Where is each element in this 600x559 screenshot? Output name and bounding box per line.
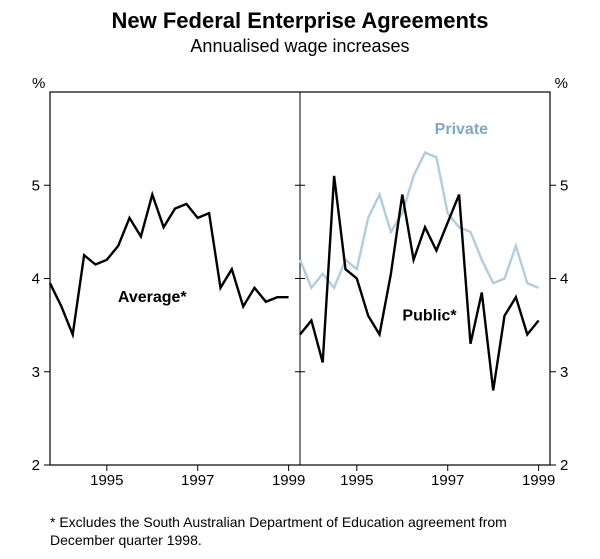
svg-text:4: 4 (560, 271, 568, 288)
svg-text:2: 2 (560, 457, 568, 474)
chart-subtitle: Annualised wage increases (0, 36, 600, 57)
svg-text:Public*: Public* (402, 307, 457, 324)
svg-text:Average*: Average* (118, 289, 188, 306)
plot-area: 22334455%%199519971999Average*1995199719… (50, 72, 550, 489)
svg-text:4: 4 (32, 271, 40, 288)
svg-text:1999: 1999 (522, 472, 555, 489)
svg-text:Private: Private (435, 121, 488, 138)
svg-text:1995: 1995 (340, 472, 373, 489)
svg-text:1995: 1995 (90, 472, 123, 489)
svg-text:%: % (32, 75, 45, 92)
svg-text:5: 5 (560, 177, 568, 194)
svg-text:%: % (555, 75, 568, 92)
chart-svg: 2 2 3 3 4 4 5 5%% 1995 1997 1999 Average* 1995 1997 19… (10, 67, 590, 494)
chart-footnote: * Excludes the South Australian Departme… (50, 514, 550, 549)
chart-container: New Federal Enterprise Agreements Annual… (0, 0, 600, 559)
svg-text:1997: 1997 (431, 472, 464, 489)
svg-text:1999: 1999 (272, 472, 305, 489)
chart-title: New Federal Enterprise Agreements (0, 0, 600, 34)
svg-text:3: 3 (560, 364, 568, 381)
svg-text:2: 2 (32, 457, 40, 474)
svg-text:5: 5 (32, 177, 40, 194)
svg-text:1997: 1997 (181, 472, 214, 489)
svg-text:3: 3 (32, 364, 40, 381)
